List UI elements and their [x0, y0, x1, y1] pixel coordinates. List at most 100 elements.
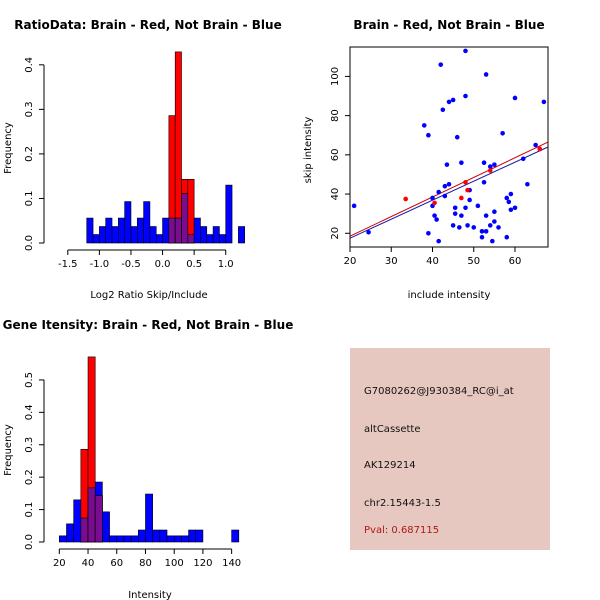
y-tick-label: 0.1	[24, 502, 35, 518]
x-tick-label: 20	[344, 256, 357, 267]
not-brain-bar	[92, 234, 100, 244]
x-tick-label: 20	[53, 558, 66, 569]
not-brain-point	[446, 181, 452, 187]
not-brain-point	[459, 160, 464, 165]
not-brain-point	[442, 193, 448, 199]
not-brain-point	[496, 225, 501, 230]
not-brain-point	[481, 179, 487, 185]
not-brain-bar	[145, 493, 153, 543]
not-brain-point	[508, 191, 514, 197]
not-brain-bar	[188, 529, 197, 543]
not-brain-bar	[130, 226, 138, 244]
intensity-histogram-bars	[59, 356, 240, 543]
y-tick-label: 0.0	[24, 534, 35, 550]
x-tick-label: 0.0	[155, 259, 171, 270]
not-brain-bar	[124, 201, 132, 244]
not-brain-point	[465, 223, 470, 228]
y-tick-label: 0.4	[24, 404, 35, 420]
x-tick-label: -1.5	[58, 259, 78, 270]
scatter-xlabel: include intensity	[408, 290, 491, 301]
x-tick-label: 1.0	[218, 259, 234, 270]
not-brain-bar	[231, 529, 240, 543]
not-brain-bar	[152, 529, 161, 543]
not-brain-bar	[130, 535, 139, 543]
not-brain-point	[483, 72, 489, 77]
intensity-histogram-ylabel: Frequency	[3, 424, 14, 476]
not-brain-point	[444, 162, 450, 167]
overlap-bar	[80, 517, 89, 543]
y-tick-label: 20	[330, 227, 341, 240]
not-brain-bar	[136, 217, 144, 244]
not-brain-bar	[109, 535, 118, 543]
not-brain-point	[471, 225, 477, 230]
ratio-histogram-bars	[86, 51, 245, 244]
not-brain-point	[459, 213, 464, 218]
not-brain-point	[457, 225, 462, 230]
brain-point	[459, 195, 464, 201]
not-brain-point	[442, 183, 448, 189]
not-brain-bar	[99, 226, 106, 244]
brain-point	[487, 168, 493, 173]
not-brain-point	[467, 197, 472, 203]
not-brain-point	[452, 211, 458, 216]
not-brain-point	[520, 156, 526, 162]
not-brain-bar	[111, 226, 119, 244]
not-brain-point	[483, 213, 489, 218]
not-brain-point	[426, 230, 431, 236]
not-brain-point	[512, 205, 518, 211]
location-text: chr2.15443-1.5	[364, 498, 441, 509]
y-tick-label: 0.3	[24, 101, 35, 117]
x-tick-label: -0.5	[121, 259, 141, 270]
not-brain-point	[512, 95, 518, 101]
brain-point	[432, 200, 437, 206]
y-tick-label: 100	[330, 67, 341, 86]
intensity-histogram-axes: 20 40 60 80 100 120 140 0.0 0.1 0.2 0.3 0.4 0.5	[24, 372, 241, 569]
not-brain-bar	[181, 535, 189, 543]
intensity-histogram-panel: Gene Itensity: Brain - Red, Not Brain - …	[3, 318, 294, 600]
scatter-points	[351, 48, 547, 244]
not-brain-point	[492, 209, 497, 215]
not-brain-bar	[219, 234, 227, 244]
x-tick-label: 40	[82, 558, 95, 569]
not-brain-point	[504, 234, 510, 240]
y-tick-label: 0.5	[24, 372, 35, 388]
not-brain-point	[436, 189, 441, 195]
overlap-bar	[181, 193, 189, 244]
fit-line	[349, 146, 549, 239]
y-tick-label: 40	[330, 188, 341, 201]
probe-id-text: G7080262@J930384_RC@i_at	[364, 386, 514, 397]
not-brain-bar	[149, 226, 157, 244]
y-tick-label: 0.4	[24, 57, 35, 73]
y-tick-label: 0.3	[24, 437, 35, 453]
overlap-bar	[187, 234, 195, 244]
not-brain-bar	[105, 217, 113, 244]
ratio-histogram-ylabel: Frequency	[3, 122, 14, 174]
x-tick-label: 30	[385, 256, 398, 267]
brain-point	[463, 179, 468, 185]
scatter-panel: Brain - Red, Not Brain - Blue 20 30 40 50 60…	[303, 18, 549, 301]
not-brain-point	[487, 164, 493, 169]
ratio-histogram-title: RatioData: Brain - Red, Not Brain - Blue	[14, 18, 281, 32]
ratio-histogram-axes: -1.5 -1.0 -0.5 0.0 0.5 1.0 0.0 0.1 0.2 0.3 0.4	[24, 57, 234, 270]
not-brain-point	[452, 205, 458, 211]
overlap-bar	[174, 217, 182, 244]
y-tick-label: 0.0	[24, 235, 35, 251]
intensity-histogram-xlabel: Intensity	[128, 590, 172, 600]
accession-text: AK129214	[364, 460, 416, 471]
not-brain-bar	[137, 529, 146, 543]
not-brain-point	[525, 181, 530, 187]
y-tick-label: 0.2	[24, 469, 35, 485]
not-brain-bar	[123, 535, 132, 543]
not-brain-point	[450, 223, 456, 228]
not-brain-point	[479, 229, 485, 234]
ratio-histogram-panel: RatioData: Brain - Red, Not Brain - Blue…	[3, 18, 282, 301]
x-tick-label: 140	[222, 558, 241, 569]
not-brain-point	[434, 217, 439, 222]
y-tick-label: 60	[330, 148, 341, 161]
not-brain-bar	[200, 226, 208, 244]
brain-point	[537, 146, 543, 152]
not-brain-bar	[102, 511, 110, 543]
not-brain-bar	[59, 535, 67, 543]
not-brain-point	[492, 219, 497, 224]
not-brain-point	[450, 97, 456, 103]
